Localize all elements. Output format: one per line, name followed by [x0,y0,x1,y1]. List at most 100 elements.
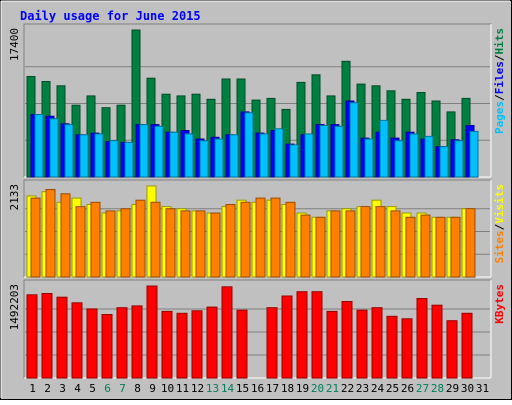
hits-files-pages-ymax-label: 17400 [8,28,21,61]
legend-separator: / [493,54,506,61]
bar-sites-day-9 [150,201,161,278]
bar-kbytes-day-9 [146,285,158,379]
day-label-29: 29 [446,382,459,395]
bar-kbytes-day-29 [446,320,458,379]
bar-sites-day-3 [60,193,71,278]
bar-sites-day-25 [390,210,401,278]
bar-sites-day-1 [30,197,41,278]
bar-pages-day-17 [274,128,284,178]
day-label-13: 13 [206,382,219,395]
day-label-6: 6 [104,382,111,395]
bar-pages-day-25 [394,140,404,178]
day-label-2: 2 [44,382,51,395]
bar-pages-day-12 [199,140,209,178]
bar-sites-day-5 [90,201,101,278]
panel-visits-sites: 2133 [8,179,492,278]
bar-kbytes-day-2 [41,293,53,379]
day-label-5: 5 [89,382,96,395]
bar-pages-day-19 [304,133,314,178]
bar-pages-day-29 [454,140,464,178]
bar-pages-day-7 [124,141,134,178]
day-label-4: 4 [74,382,81,395]
day-label-17: 17 [266,382,279,395]
bar-pages-day-27 [424,135,434,178]
legend-hits: Hits [493,28,506,55]
bar-kbytes-day-26 [401,318,413,379]
bar-sites-day-29 [450,216,461,278]
bar-kbytes-day-1 [26,294,38,379]
bar-kbytes-day-23 [356,309,368,379]
bar-sites-day-27 [420,214,431,278]
bar-pages-day-8 [139,124,149,178]
day-label-3: 3 [59,382,66,395]
bar-kbytes-day-13 [206,306,218,379]
bar-sites-day-6 [105,210,116,278]
bar-sites-day-7 [120,208,131,278]
bar-kbytes-day-21 [326,310,338,379]
bar-sites-day-17 [270,197,281,278]
day-label-25: 25 [386,382,399,395]
bar-sites-day-10 [165,208,176,278]
day-label-31: 31 [476,382,489,395]
day-label-30: 30 [461,382,474,395]
bar-kbytes-day-30 [461,312,473,379]
bar-pages-day-10 [169,131,179,178]
day-label-28: 28 [431,382,444,395]
bar-kbytes-day-3 [56,296,68,379]
bar-kbytes-day-7 [116,307,128,379]
bar-pages-day-11 [184,133,194,178]
bar-sites-day-18 [285,201,296,278]
bar-pages-day-23 [364,138,374,178]
bar-kbytes-day-4 [71,302,83,379]
bar-pages-day-5 [94,133,104,178]
bar-kbytes-day-10 [161,310,173,379]
bar-pages-day-1 [34,114,44,178]
bar-pages-day-2 [49,118,59,178]
bar-kbytes-day-24 [371,307,383,379]
day-label-11: 11 [176,382,189,395]
day-label-15: 15 [236,382,249,395]
bar-sites-day-16 [255,197,266,278]
legend-separator: / [493,223,506,230]
bar-sites-day-4 [75,206,86,278]
legend-pages: Pages [493,101,506,134]
visits-sites-legend: Sites/Visits [493,184,506,264]
bar-kbytes-day-20 [311,291,323,379]
bar-sites-day-13 [210,212,221,278]
bar-pages-day-30 [469,130,479,178]
bar-pages-day-13 [214,138,224,178]
day-label-24: 24 [371,382,385,395]
bar-sites-day-14 [225,204,236,278]
panel-hits-files-pages: 17400 [8,23,492,178]
visits-sites-ymax-label: 2133 [8,184,21,211]
bar-pages-day-21 [334,125,344,178]
bar-kbytes-day-22 [341,301,353,379]
bar-pages-day-18 [289,144,299,178]
day-label-14: 14 [221,382,235,395]
bar-kbytes-day-17 [266,307,278,379]
bar-pages-day-6 [109,140,119,178]
bar-sites-day-23 [360,206,371,278]
panel-kbytes: 1492203 [8,279,492,379]
bar-sites-day-21 [330,210,341,278]
bar-sites-day-15 [240,201,251,278]
kbytes-legend: KBytes [493,284,506,324]
bar-kbytes-day-19 [296,291,308,379]
bar-kbytes-day-28 [431,304,443,379]
bar-kbytes-day-27 [416,298,428,379]
bar-pages-day-16 [259,133,269,178]
bar-pages-day-24 [379,119,389,178]
bar-sites-day-19 [300,214,311,278]
bar-sites-day-22 [345,210,356,278]
day-label-9: 9 [149,382,156,395]
day-label-27: 27 [416,382,429,395]
bar-kbytes-day-5 [86,308,98,379]
day-label-21: 21 [326,382,339,395]
legend-kbytes: KBytes [493,284,506,324]
day-label-22: 22 [341,382,354,395]
bar-kbytes-day-25 [386,315,398,379]
day-label-1: 1 [29,382,36,395]
bar-sites-day-24 [375,206,386,278]
